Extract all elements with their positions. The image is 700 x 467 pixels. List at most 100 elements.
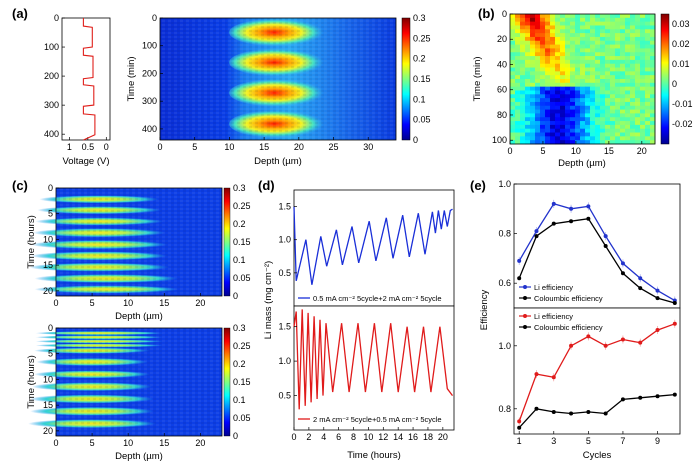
b-heatmap-cell [610,82,616,88]
b-heatmap-cell [585,71,591,76]
b-heatmap-cell [645,75,651,80]
b-heatmap-cell [565,113,571,118]
b-heatmap-cell [560,25,566,30]
b-heatmap-cell [550,21,556,26]
b-heatmap-cell [510,59,516,65]
b-heatmap-cell [640,109,646,114]
b-heatmap-cell [575,17,581,23]
a-voltage-xtick-label: 0 [104,142,109,152]
b-heatmap-cell [640,48,646,53]
a-colorbar-tick: 0.15 [413,74,431,84]
c-bottom-xtick-label: 15 [159,438,169,448]
b-heatmap-cell [650,128,656,133]
b-heatmap-cell [540,101,546,107]
b-heatmap-cell [635,14,641,19]
b-heatmap-cell [560,33,566,38]
b-heatmap-cell [550,124,556,130]
b-heatmap-cell [580,109,586,114]
b-heatmap-cell [610,132,616,137]
b-heatmap-cell [545,90,551,95]
b-heatmap-cell [600,59,606,65]
b-heatmap-cell [510,101,516,107]
b-heatmap-cell [640,82,646,88]
b-heatmap-cell [535,67,541,72]
b-heatmap-cell [635,17,641,23]
e-xtick-label: 5 [586,436,591,446]
b-heatmap-cell [640,90,646,95]
d-bottom-ytick-label: 1.5 [278,322,291,332]
b-heatmap-cell [560,140,566,145]
b-heatmap-cell [605,21,611,26]
b-heatmap-cell [630,25,636,30]
c-top-xticks: 0 5 10 15 20 [53,293,205,308]
b-heatmap-cell [575,117,581,122]
b-heatmap-cell [600,128,606,133]
b-heatmap-cell [580,71,586,76]
b-heatmap-cell [590,44,596,49]
c-top-colorbar-tick: 0.25 [233,201,251,211]
b-heatmap-cell [570,48,576,53]
b-heatmap-cell [565,94,571,99]
b-heatmap-cell [530,121,536,126]
b-heatmap-cell [620,14,626,19]
b-heatmap-cell [585,109,591,114]
b-heatmap-cell [650,67,656,72]
b-heatmap-cell [635,128,641,133]
b-heatmap-cell [600,33,606,38]
b-heatmap-cell [615,98,621,103]
b-heatmap-cell [545,105,551,110]
b-heatmap-cell [630,113,636,118]
d-top-legend: 0.5 mA cm⁻² 5cycle+2 mA cm⁻² 5cycle [313,294,442,303]
b-heatmap-cell [585,101,591,107]
b-heatmap-cell [545,63,551,68]
b-heatmap-cell [510,98,516,103]
a-colorbar-tick: 0.25 [413,33,431,43]
b-heatmap-cell [540,75,546,80]
b-heatmap-cell [580,132,586,137]
b-heatmap-cell [555,79,561,84]
b-heatmap-cell [525,82,531,88]
b-heatmap-cell [575,140,581,145]
b-heatmap-cell [535,132,541,137]
b-heatmap-cell [600,136,606,141]
c-top-ytick-label: 20 [43,286,53,296]
b-heatmap-cell [620,36,626,42]
b-heatmap-cell [590,121,596,126]
b-heatmap-cell [515,90,521,95]
b-heatmap-cell [575,40,581,45]
b-heatmap-cell [630,63,636,68]
d-ylabel: Li mass (mg cm⁻²) [263,261,274,339]
b-heatmap-cell [555,121,561,126]
b-heatmap-cell [640,79,646,84]
b-heatmap-cell [590,132,596,137]
b-heatmap-cell [580,59,586,65]
b-heatmap-cell [555,94,561,99]
b-heatmap-cell [610,101,616,107]
b-heatmap-cell [610,67,616,72]
b-heatmap-cell [535,36,541,42]
d-xtick-label: 18 [423,432,433,442]
b-heatmap-cell [585,67,591,72]
b-heatmap-cell [525,117,531,122]
b-heatmap-cell [640,113,646,118]
b-heatmap-cell [525,33,531,38]
b-heatmap-cell [620,67,626,72]
b-heatmap-cell [585,94,591,99]
b-heatmap-cell [590,52,596,57]
b-heatmap-cell [540,21,546,26]
b-heatmap-cell [510,86,516,91]
b-heatmap-cell [520,17,526,23]
b-heatmap-cell [555,105,561,110]
b-heatmap-cell [560,56,566,61]
b-heatmap-cell [565,124,571,130]
b-heatmap-cell [555,113,561,118]
b-heatmap-cell [565,121,571,126]
c-bottom-colorbar-tick: 0.3 [233,323,246,333]
b-heatmap-cell [595,56,601,61]
b-heatmap-cell [590,59,596,65]
b-heatmap-cell [550,109,556,114]
b-heatmap-cell [575,36,581,42]
b-heatmap-cell [525,29,531,34]
b-heatmap-cell [535,98,541,103]
b-heatmap-cell [555,140,561,145]
